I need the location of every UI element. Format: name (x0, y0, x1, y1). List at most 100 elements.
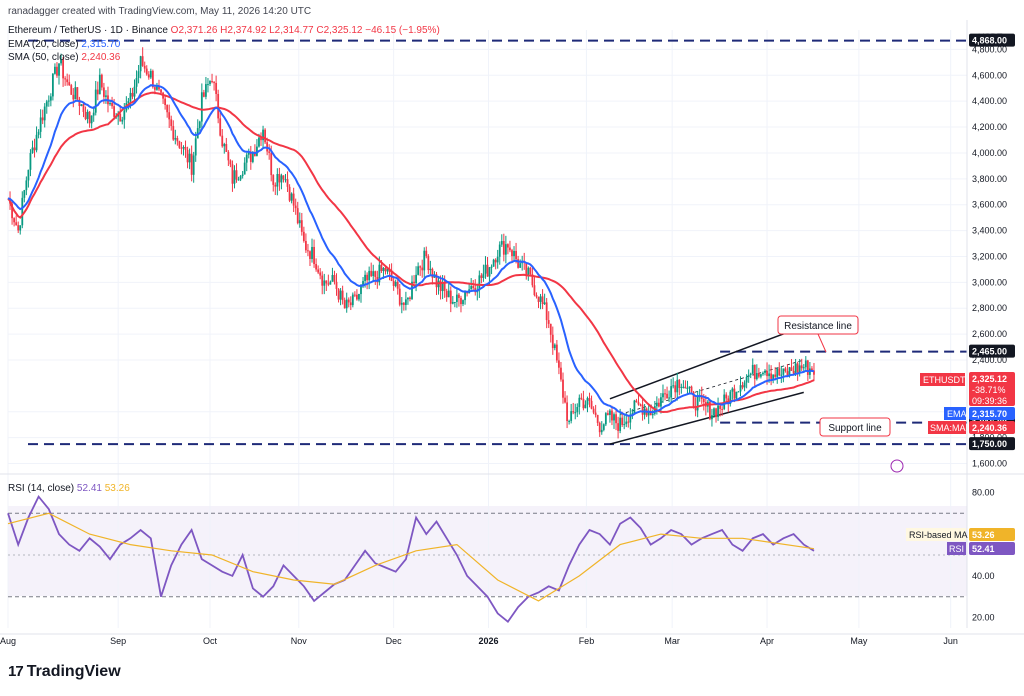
candle-down (811, 368, 813, 371)
candle-up (504, 244, 507, 255)
candle-up (135, 77, 138, 87)
candle-down (529, 267, 532, 275)
price-tick-label: 4,000.00 (972, 148, 1007, 158)
brand-name: TradingView (26, 663, 121, 680)
candle-down (692, 392, 695, 407)
candle-down (621, 417, 624, 425)
candle-down (103, 87, 105, 97)
candle-up (609, 410, 611, 415)
ohlc-values: O2,371.26 H2,374.92 L2,314.77 C2,325.12 … (170, 25, 440, 36)
candle-down (168, 112, 171, 120)
candle-down (353, 294, 356, 296)
candle-up (496, 256, 499, 263)
ema-legend[interactable]: EMA (20, close) 2,315.70 (8, 39, 120, 50)
support-trendline (609, 391, 804, 445)
candle-down (770, 373, 773, 379)
candle-down (721, 408, 724, 410)
candle-down (78, 99, 81, 107)
candle-down (806, 360, 809, 375)
candle-down (68, 82, 71, 86)
candle-down (555, 344, 558, 361)
candle-up (602, 424, 605, 430)
candle-down (337, 288, 340, 300)
candle-down (151, 70, 154, 88)
candle-down (507, 244, 509, 248)
candle-down (458, 294, 460, 298)
candle-up (133, 86, 136, 97)
candle-down (343, 300, 346, 309)
level-tag (969, 33, 1015, 47)
sma-legend[interactable]: SMA (50, close) 2,240.36 (8, 52, 120, 63)
candle-down (641, 404, 644, 415)
grid (7, 30, 967, 628)
candle-down (349, 302, 352, 306)
price-tick-label: 1,600.00 (972, 459, 1007, 469)
candle-down (766, 370, 768, 377)
candle-up (358, 294, 360, 300)
alert-icon (890, 459, 904, 473)
candle-up (731, 388, 734, 392)
candle-down (374, 271, 377, 277)
candle-down (517, 259, 520, 268)
candle-up (780, 374, 783, 376)
candle-down (307, 250, 309, 252)
candle-up (755, 373, 758, 380)
rsi-axis-label: RSI (949, 544, 964, 554)
candle-up (360, 286, 362, 295)
candle-up (737, 391, 740, 393)
candle-up (500, 241, 503, 245)
candle-up (311, 246, 313, 259)
candle-up (31, 147, 34, 154)
price-tick-label: 2,600.00 (972, 329, 1007, 339)
candle-up (149, 70, 152, 78)
candle-down (270, 152, 273, 176)
candle-up (478, 275, 481, 291)
candle-down (145, 68, 148, 75)
candle-up (209, 81, 211, 85)
candle-down (786, 371, 789, 376)
time-tick-label: Jun (943, 636, 958, 646)
rsi-ma-line (7, 512, 815, 602)
countdown-text: 09:39:36 (972, 396, 1007, 406)
candle-up (241, 174, 244, 177)
candle-down (757, 373, 760, 377)
candle-up (19, 225, 22, 231)
moving-averages (7, 84, 815, 417)
candle-down (509, 247, 511, 251)
candle-up (543, 302, 546, 305)
candle-down (313, 246, 315, 265)
candle-up (772, 374, 775, 379)
candle-up (629, 414, 632, 423)
candle-down (327, 283, 330, 285)
rsi-legend-value: 52.41 (76, 483, 102, 494)
symbol-line: Ethereum / TetherUS · 1D · Binance O2,37… (8, 25, 440, 36)
price-tick-label: 4,800.00 (972, 44, 1007, 54)
candle-up (735, 391, 738, 399)
candle-down (321, 275, 324, 286)
candle-down (439, 280, 442, 292)
candle-down (172, 126, 175, 140)
candle-down (235, 170, 238, 180)
rsi-legend[interactable]: RSI (14, close) 52.41 53.26 (8, 483, 130, 494)
candle-down (66, 79, 69, 83)
candle-up (109, 102, 111, 105)
candle-down (694, 406, 697, 411)
candle-down (64, 78, 67, 80)
tradingview-brand[interactable]: 17 TradingView (8, 663, 121, 681)
candle-down (288, 186, 291, 201)
candle-down (158, 85, 160, 90)
candle-down (211, 81, 213, 83)
candle-up (423, 250, 426, 271)
sma-axis-label-box (928, 421, 966, 434)
candle-up (802, 367, 805, 369)
price-tick-label: 4,200.00 (972, 122, 1007, 132)
candle-up (527, 267, 530, 276)
candle-down (70, 85, 73, 95)
candle-up (21, 197, 24, 226)
candle-up (256, 146, 258, 156)
candle-down (15, 222, 18, 226)
candle-up (123, 110, 126, 120)
candle-down (547, 320, 550, 324)
rsi-value-tag (969, 542, 1015, 555)
